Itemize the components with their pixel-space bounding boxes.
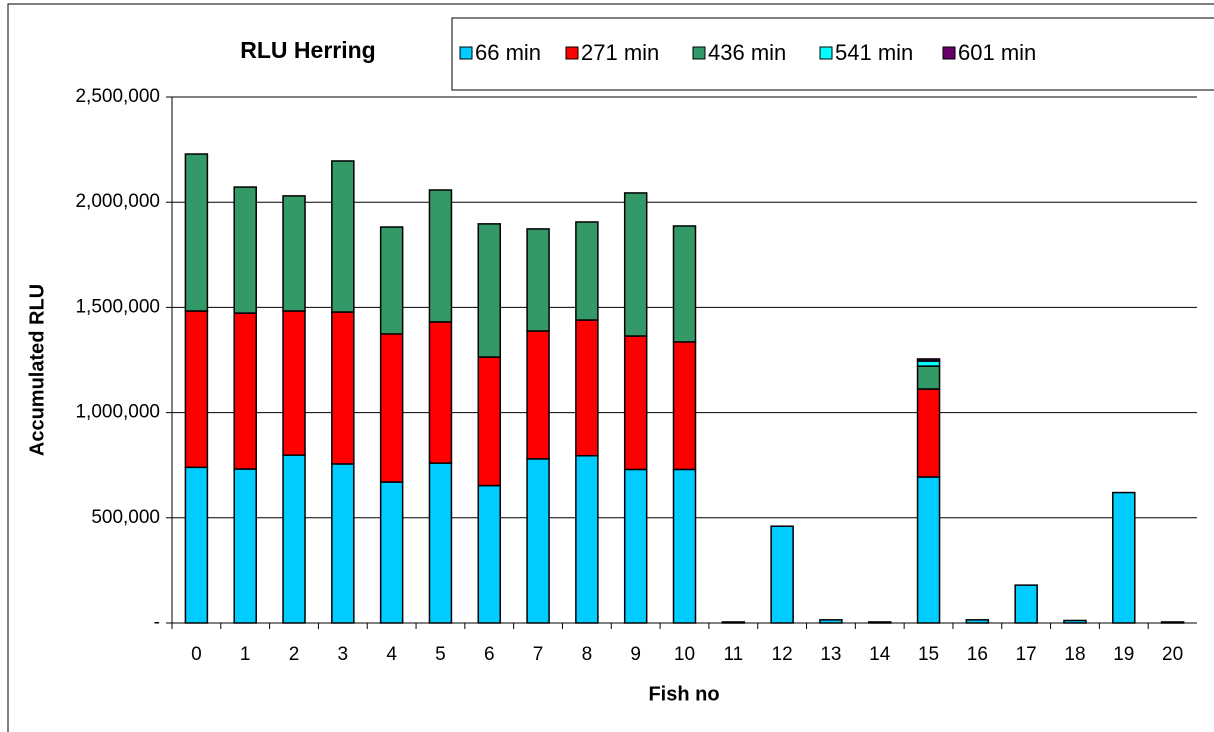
bar-segment <box>184 153 209 312</box>
bar-segment <box>477 484 502 624</box>
y-tick-label: 1,000,000 <box>75 402 160 423</box>
bar-segment <box>428 462 453 624</box>
x-tick-label: 4 <box>386 644 397 665</box>
bar-segment <box>819 619 843 624</box>
bar-segment <box>916 388 941 478</box>
bar-segment <box>233 468 257 624</box>
y-tick-label: 2,500,000 <box>75 86 160 107</box>
x-tick-label: 10 <box>674 644 695 665</box>
x-tick-label: 18 <box>1064 644 1085 665</box>
bar-segment <box>672 468 697 624</box>
bar-segment <box>965 619 990 624</box>
legend-swatch <box>565 46 579 60</box>
bar-segment <box>1112 491 1136 624</box>
bar-segment <box>916 365 941 390</box>
bar-segment <box>721 621 746 624</box>
bar-segment <box>282 195 306 312</box>
chart-title: RLU Herring <box>240 37 375 63</box>
legend-swatch <box>942 46 956 60</box>
y-tick-label: 500,000 <box>91 507 160 528</box>
y-tick-label: 2,000,000 <box>75 191 160 212</box>
bar-segment <box>331 311 355 465</box>
x-tick-label: 16 <box>967 644 988 665</box>
legend-label: 66 min <box>475 40 541 65</box>
bar-segment <box>233 312 257 470</box>
bar-segment <box>672 341 697 471</box>
legend-label: 601 min <box>958 40 1036 65</box>
bar-segment <box>623 192 648 337</box>
x-tick-label: 12 <box>772 644 793 665</box>
bar-segment <box>379 333 404 483</box>
x-tick-label: 6 <box>484 644 495 665</box>
legend-label: 271 min <box>581 40 659 65</box>
chart-border <box>7 3 1214 732</box>
x-tick-label: 13 <box>820 644 841 665</box>
bar-segment <box>282 454 306 624</box>
bar-segment <box>623 335 648 471</box>
x-tick-label: 15 <box>918 644 939 665</box>
bar-segment <box>428 189 453 323</box>
y-tick-label: - <box>154 612 160 633</box>
bar-segment <box>916 358 941 362</box>
x-tick-label: 2 <box>289 644 300 665</box>
bar-segment <box>575 454 599 624</box>
x-tick-label: 5 <box>435 644 446 665</box>
bar-segment <box>916 476 941 624</box>
bar-segment <box>282 310 306 456</box>
bar-segment <box>526 228 550 332</box>
x-tick-label: 9 <box>630 644 641 665</box>
x-tick-label: 17 <box>1016 644 1037 665</box>
bar-segment <box>672 225 697 343</box>
x-tick-label: 3 <box>338 644 349 665</box>
x-tick-label: 19 <box>1113 644 1134 665</box>
bar-segment <box>477 356 502 487</box>
x-tick-label: 0 <box>191 644 202 665</box>
legend-label: 541 min <box>835 40 913 65</box>
bar-segment <box>379 226 404 335</box>
x-tick-label: 8 <box>582 644 593 665</box>
bar-segment <box>770 525 794 624</box>
legend-swatch <box>692 46 706 60</box>
x-tick-label: 14 <box>869 644 891 665</box>
x-tick-label: 7 <box>533 644 544 665</box>
bar-segment <box>331 160 355 313</box>
bar-segment <box>623 468 648 624</box>
bar-segment <box>233 186 257 314</box>
legend-swatch <box>459 46 473 60</box>
x-axis-title: Fish no <box>648 683 719 705</box>
bar-segment <box>526 458 550 624</box>
x-tick-label: 20 <box>1162 644 1183 665</box>
legend-swatch <box>819 46 833 60</box>
bar-segment <box>184 310 209 469</box>
bar-segment <box>331 463 355 624</box>
bar-segment <box>1160 621 1185 624</box>
bar-segment <box>379 481 404 624</box>
x-tick-label: 1 <box>240 644 251 665</box>
bar-segment <box>575 221 599 321</box>
bar-segment <box>867 621 892 624</box>
bar-segment <box>916 360 941 367</box>
bar-segment <box>477 223 502 358</box>
bar-segment <box>1014 584 1038 624</box>
legend-box <box>451 17 1214 91</box>
bar-segment <box>428 321 453 464</box>
x-tick-label: 11 <box>723 644 743 665</box>
bar-segment <box>184 466 209 624</box>
y-axis-title: Accumulated RLU <box>26 284 48 456</box>
bar-segment <box>1063 619 1087 624</box>
bar-segment <box>575 319 599 457</box>
bar-segment <box>526 330 550 460</box>
legend-label: 436 min <box>708 40 786 65</box>
y-tick-label: 1,500,000 <box>75 296 160 317</box>
